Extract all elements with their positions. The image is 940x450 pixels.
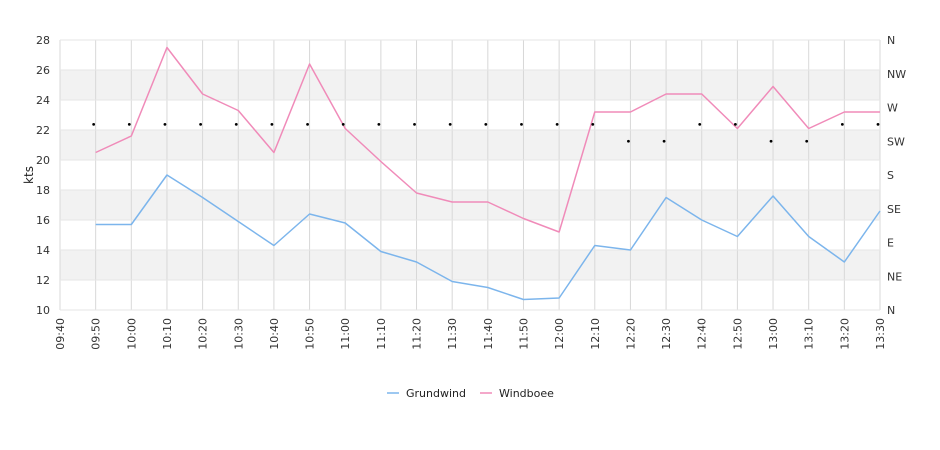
y-tick-label: 26 bbox=[36, 64, 50, 77]
x-tick-label: 12:20 bbox=[624, 318, 637, 350]
wind-direction-marker bbox=[342, 123, 345, 126]
x-tick-label: 12:00 bbox=[553, 318, 566, 350]
y2-tick-label: NW bbox=[887, 68, 906, 81]
y-tick-label: 14 bbox=[36, 244, 50, 257]
wind-direction-marker bbox=[556, 123, 559, 126]
x-tick-label: 10:20 bbox=[197, 318, 210, 350]
plot-band bbox=[60, 250, 880, 280]
x-tick-label: 09:40 bbox=[54, 318, 67, 350]
x-tick-label: 13:20 bbox=[838, 318, 851, 350]
y-tick-label: 18 bbox=[36, 184, 50, 197]
wind-direction-marker bbox=[271, 123, 274, 126]
wind-direction-marker bbox=[235, 123, 238, 126]
wind-direction-marker bbox=[591, 123, 594, 126]
wind-direction-marker bbox=[92, 123, 95, 126]
plot-band bbox=[60, 190, 880, 220]
wind-direction-marker bbox=[627, 140, 630, 143]
y-tick-label: 10 bbox=[36, 304, 50, 317]
wind-direction-marker bbox=[413, 123, 416, 126]
plot-band bbox=[60, 130, 880, 160]
x-tick-label: 10:50 bbox=[304, 318, 317, 350]
x-tick-label: 11:40 bbox=[482, 318, 495, 350]
wind-direction-marker bbox=[199, 123, 202, 126]
legend-label: Grundwind bbox=[406, 387, 466, 400]
x-tick-label: 12:50 bbox=[731, 318, 744, 350]
wind-direction-marker bbox=[841, 123, 844, 126]
x-tick-label: 10:40 bbox=[268, 318, 281, 350]
y-tick-label: 16 bbox=[36, 214, 50, 227]
x-tick-label: 09:50 bbox=[90, 318, 103, 350]
x-tick-label: 11:00 bbox=[339, 318, 352, 350]
y-tick-label: 22 bbox=[36, 124, 50, 137]
x-tick-label: 10:10 bbox=[161, 318, 174, 350]
y2-tick-label: S bbox=[887, 169, 894, 182]
wind-direction-marker bbox=[734, 123, 737, 126]
wind-direction-marker bbox=[377, 123, 380, 126]
wind-direction-marker bbox=[128, 123, 131, 126]
x-tick-label: 11:50 bbox=[517, 318, 530, 350]
legend-item-grundwind: Grundwind bbox=[387, 387, 466, 400]
y2-tick-label: SE bbox=[887, 203, 901, 216]
x-tick-label: 13:30 bbox=[874, 318, 887, 350]
x-tick-label: 10:30 bbox=[232, 318, 245, 350]
x-tick-label: 13:00 bbox=[767, 318, 780, 350]
wind-direction-marker bbox=[449, 123, 452, 126]
y-axis-label: kts bbox=[22, 166, 36, 184]
y2-tick-label: W bbox=[887, 102, 898, 115]
y2-tick-label: NE bbox=[887, 270, 902, 283]
x-tick-label: 12:30 bbox=[660, 318, 673, 350]
y-tick-label: 28 bbox=[36, 34, 50, 47]
y-tick-label: 24 bbox=[36, 94, 50, 107]
wind-direction-marker bbox=[805, 140, 808, 143]
legend-item-windboee: Windboee bbox=[480, 387, 554, 400]
x-tick-label: 12:40 bbox=[696, 318, 709, 350]
y2-tick-label: SW bbox=[887, 135, 905, 148]
x-tick-label: 12:10 bbox=[589, 318, 602, 350]
wind-direction-marker bbox=[770, 140, 773, 143]
wind-direction-marker bbox=[877, 123, 880, 126]
x-tick-label: 11:20 bbox=[411, 318, 424, 350]
x-tick-label: 10:00 bbox=[125, 318, 138, 350]
x-tick-label: 13:10 bbox=[803, 318, 816, 350]
y2-tick-label: N bbox=[887, 34, 895, 47]
plot-band bbox=[60, 70, 880, 100]
wind-direction-marker bbox=[520, 123, 523, 126]
wind-direction-marker bbox=[698, 123, 701, 126]
wind-direction-marker bbox=[164, 123, 167, 126]
y-tick-label: 20 bbox=[36, 154, 50, 167]
wind-direction-marker bbox=[484, 123, 487, 126]
x-tick-label: 11:30 bbox=[446, 318, 459, 350]
x-tick-label: 11:10 bbox=[375, 318, 388, 350]
wind-direction-marker bbox=[663, 140, 666, 143]
y2-tick-label: E bbox=[887, 237, 894, 250]
y2-tick-label: N bbox=[887, 304, 895, 317]
y-tick-label: 12 bbox=[36, 274, 50, 287]
wind-direction-marker bbox=[306, 123, 309, 126]
legend-label: Windboee bbox=[499, 387, 554, 400]
